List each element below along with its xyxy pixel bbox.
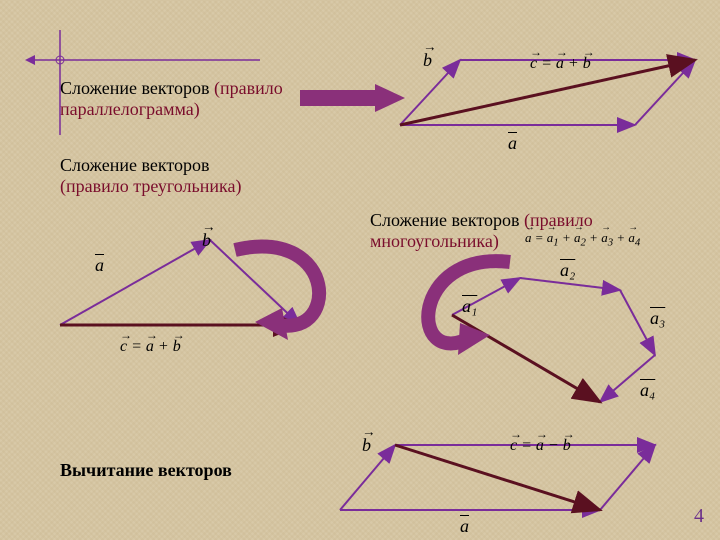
diagrams-svg (0, 0, 720, 540)
label-b-triangle: b (202, 230, 211, 251)
formula-sum-triangle: c = a + b (120, 338, 181, 356)
subtract-diagram (340, 445, 655, 510)
label-a1: a₁ (462, 296, 477, 317)
page-number: 4 (694, 505, 704, 528)
label-a2: a₂ (560, 260, 575, 281)
formula-diff: c = a − b (510, 437, 571, 455)
label-b-parallelogram: b (423, 50, 432, 71)
label-a-subtract: a (460, 516, 469, 537)
big-arrow (300, 84, 405, 112)
label-a-parallelogram: a (508, 133, 517, 154)
label-b-subtract: b (362, 435, 371, 456)
label-a3: a₃ (650, 308, 665, 329)
label-a-triangle: a (95, 255, 104, 276)
formula-poly: a = a1 + a2 + a3 + a4 (525, 230, 640, 249)
label-a4: a₄ (640, 380, 655, 401)
formula-sum-parallelogram: c = a + b (530, 55, 591, 73)
polygon-diagram (452, 278, 655, 402)
